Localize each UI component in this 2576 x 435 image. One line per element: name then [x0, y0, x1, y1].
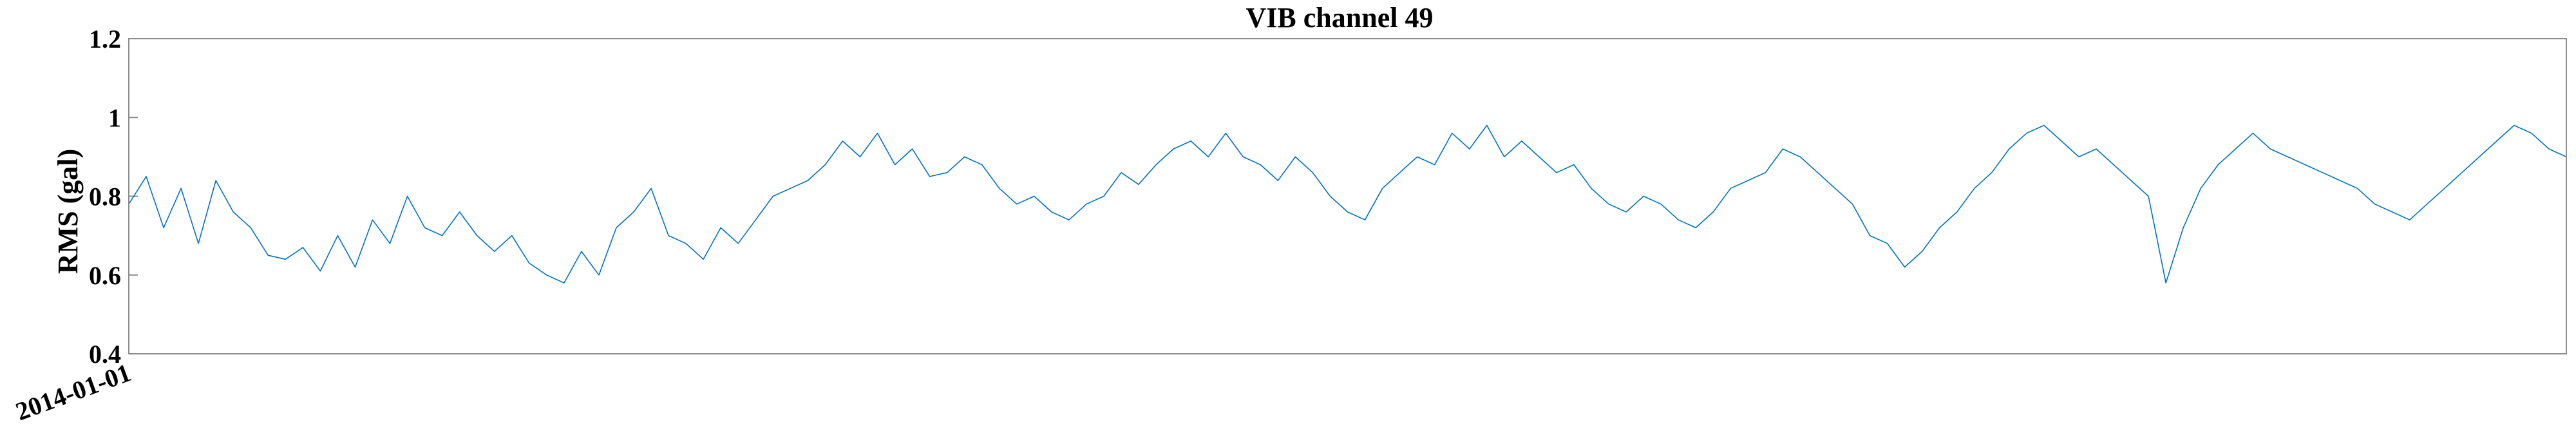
- y-tick-label: 0.4: [89, 340, 121, 369]
- x-tick-label: 2014-01-01: [12, 358, 135, 426]
- y-axis: 0.4 0.6 0.8 1 1.2: [89, 24, 138, 369]
- y-tick-label: 0.6: [89, 261, 121, 290]
- y-tick-label: 1: [108, 103, 121, 132]
- y-tick-label: 0.8: [89, 182, 121, 211]
- plot-area-frame: [128, 38, 2567, 354]
- y-tick-label: 1.2: [89, 24, 121, 53]
- y-axis-label: RMS (gal): [52, 149, 84, 274]
- series-line: [128, 124, 2567, 284]
- x-axis: 2014-01-01: [12, 358, 135, 426]
- chart-title: VIB channel 49: [1246, 2, 1434, 34]
